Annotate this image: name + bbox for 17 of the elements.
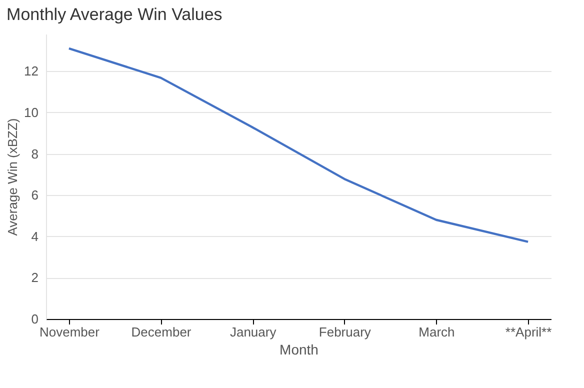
y-tick-label: 4 [31,228,38,244]
y-axis-title: Average Win (xBZZ) [5,118,20,236]
y-tick-label: 0 [31,312,38,326]
y-tick-label: 6 [31,188,38,203]
y-tick-label: 8 [31,146,38,162]
y-tick-label: 12 [24,64,38,79]
x-tick-label: February [318,324,372,340]
x-tick-label: November [39,324,100,340]
x-tick-label: December [131,324,192,340]
x-axis-title: Month [280,342,318,358]
y-tick-label: 2 [31,270,38,286]
y-tick-label: 10 [24,104,38,120]
x-tick-label: **April** [505,324,552,340]
chart-title: Monthly Average Win Values [6,5,222,24]
x-tick-label: January [230,324,277,340]
x-tick-label: March [418,324,455,340]
line-series [68,47,530,243]
